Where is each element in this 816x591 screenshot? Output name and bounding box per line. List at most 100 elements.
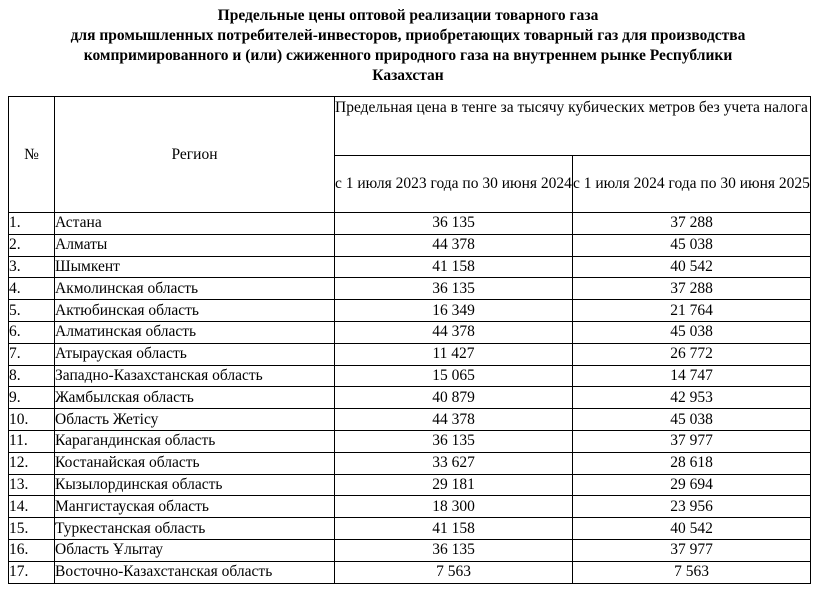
table-row: 5. Актюбинская область 16 349 21 764 — [8, 299, 811, 322]
price-2023-2024: 44 378 — [334, 408, 573, 431]
price-2024-2025: 29 694 — [572, 473, 811, 497]
price-2024-2025: 37 288 — [572, 277, 811, 301]
table-row: 3. Шымкент 41 158 40 542 — [8, 255, 811, 279]
price-2023-2024: 33 627 — [334, 451, 573, 475]
table-row: 10. Область Жетісу 44 378 45 038 — [8, 408, 811, 431]
table-row: 12. Костанайская область 33 627 28 618 — [8, 451, 811, 475]
price-2023-2024: 29 181 — [334, 473, 573, 497]
row-number: 17. — [8, 560, 55, 584]
price-2024-2025: 45 038 — [572, 233, 811, 257]
price-2024-2025: 7 563 — [572, 560, 811, 584]
row-number: 11. — [8, 429, 55, 453]
region-name: Алматы — [54, 233, 335, 257]
price-2024-2025: 28 618 — [572, 451, 811, 475]
region-name: Область Жетісу — [54, 408, 335, 431]
column-header-period-2024: с 1 июля 2024 года по 30 июня 2025 года — [572, 155, 811, 213]
column-header-number: № — [8, 96, 55, 213]
price-2023-2024: 44 378 — [334, 320, 573, 344]
price-2023-2024: 41 158 — [334, 255, 573, 279]
region-name: Актюбинская область — [54, 299, 335, 322]
document-title: Предельные цены оптовой реализации товар… — [0, 6, 816, 86]
header-row-1: № Регион Предельная цена в тенге за тыся… — [8, 96, 811, 213]
table-row: 4. Акмолинская область 36 135 37 288 — [8, 277, 811, 301]
table-row: 11. Карагандинская область 36 135 37 977 — [8, 429, 811, 453]
table-row: 2. Алматы 44 378 45 038 — [8, 233, 811, 257]
row-number: 7. — [8, 342, 55, 366]
table-row: 7. Атырауская область 11 427 26 772 — [8, 342, 811, 366]
header-row-2: с 1 июля 2023 года по 30 июня 2024 года … — [9, 155, 811, 213]
table-row: 14. Мангистауская область 18 300 23 956 — [8, 495, 811, 519]
price-2024-2025: 40 542 — [572, 255, 811, 279]
title-line-2: для промышленных потребителей-инвесторов… — [70, 27, 746, 44]
price-2023-2024: 36 135 — [334, 277, 573, 301]
table-row: 9. Жамбылская область 40 879 42 953 — [8, 386, 811, 410]
price-2023-2024: 36 135 — [334, 212, 573, 235]
price-2023-2024: 44 378 — [334, 233, 573, 257]
row-number: 1. — [8, 212, 55, 235]
price-2023-2024: 7 563 — [334, 560, 573, 584]
table-row: 16. Область Ұлытау 36 135 37 977 — [8, 538, 811, 562]
region-name: Астана — [54, 212, 335, 235]
table-row: 13. Кызылординская область 29 181 29 694 — [8, 473, 811, 497]
row-number: 12. — [8, 451, 55, 475]
price-2023-2024: 41 158 — [334, 517, 573, 540]
title-line-4: Казахстан — [372, 67, 444, 84]
column-header-period-2023: с 1 июля 2023 года по 30 июня 2024 года — [334, 155, 573, 213]
price-2024-2025: 14 747 — [572, 364, 811, 388]
price-2023-2024: 18 300 — [334, 495, 573, 519]
region-name: Кызылординская область — [54, 473, 335, 497]
price-2023-2024: 36 135 — [334, 538, 573, 562]
column-header-region: Регион — [54, 96, 335, 213]
region-name: Алматинская область — [54, 320, 335, 344]
price-2024-2025: 37 288 — [572, 212, 811, 235]
table-row: 6. Алматинская область 44 378 45 038 — [8, 320, 811, 344]
table-row: 15. Туркестанская область 41 158 40 542 — [8, 517, 811, 540]
region-name: Мангистауская область — [54, 495, 335, 519]
row-number: 16. — [8, 538, 55, 562]
region-name: Западно-Казахстанская область — [54, 364, 335, 388]
row-number: 4. — [8, 277, 55, 301]
region-name: Костанайская область — [54, 451, 335, 475]
price-2023-2024: 36 135 — [334, 429, 573, 453]
title-line-3: компримированного и (или) сжиженного при… — [83, 47, 733, 64]
region-name: Карагандинская область — [54, 429, 335, 453]
row-number: 13. — [8, 473, 55, 497]
row-number: 10. — [8, 408, 55, 431]
price-2024-2025: 37 977 — [572, 429, 811, 453]
region-name: Жамбылская область — [54, 386, 335, 410]
table-body: 1. Астана 36 135 37 288 2. Алматы 44 378 45 038… — [8, 212, 811, 584]
row-number: 8. — [8, 364, 55, 388]
title-line-1: Предельные цены оптовой реализации товар… — [217, 7, 599, 24]
row-number: 2. — [8, 233, 55, 257]
region-name: Акмолинская область — [54, 277, 335, 301]
price-2023-2024: 16 349 — [334, 299, 573, 322]
price-2024-2025: 21 764 — [572, 299, 811, 322]
table-row: 8. Западно-Казахстанская область 15 065 14 … — [8, 364, 811, 388]
column-header-price: Предельная цена в тенге за тысячу кубиче… — [334, 96, 811, 156]
price-2023-2024: 11 427 — [334, 342, 573, 366]
row-number: 5. — [8, 299, 55, 322]
table-row: 1. Астана 36 135 37 288 — [8, 212, 811, 235]
price-2024-2025: 45 038 — [572, 320, 811, 344]
price-2024-2025: 42 953 — [572, 386, 811, 410]
row-number: 15. — [8, 517, 55, 540]
price-table: № Регион Предельная цена в тенге за тыся… — [8, 96, 811, 584]
row-number: 9. — [8, 386, 55, 410]
row-number: 3. — [8, 255, 55, 279]
table-header: № Регион Предельная цена в тенге за тыся… — [8, 96, 811, 213]
row-number: 14. — [8, 495, 55, 519]
price-2024-2025: 26 772 — [572, 342, 811, 366]
table-row: 17. Восточно-Казахстанская область 7 563 7 … — [8, 560, 811, 584]
region-name: Шымкент — [54, 255, 335, 279]
price-2024-2025: 23 956 — [572, 495, 811, 519]
price-2024-2025: 40 542 — [572, 517, 811, 540]
region-name: Область Ұлытау — [54, 538, 335, 562]
price-2023-2024: 15 065 — [334, 364, 573, 388]
region-name: Восточно-Казахстанская область — [54, 560, 335, 584]
row-number: 6. — [8, 320, 55, 344]
price-2023-2024: 40 879 — [334, 386, 573, 410]
price-2024-2025: 45 038 — [572, 408, 811, 431]
region-name: Туркестанская область — [54, 517, 335, 540]
region-name: Атырауская область — [54, 342, 335, 366]
price-2024-2025: 37 977 — [572, 538, 811, 562]
